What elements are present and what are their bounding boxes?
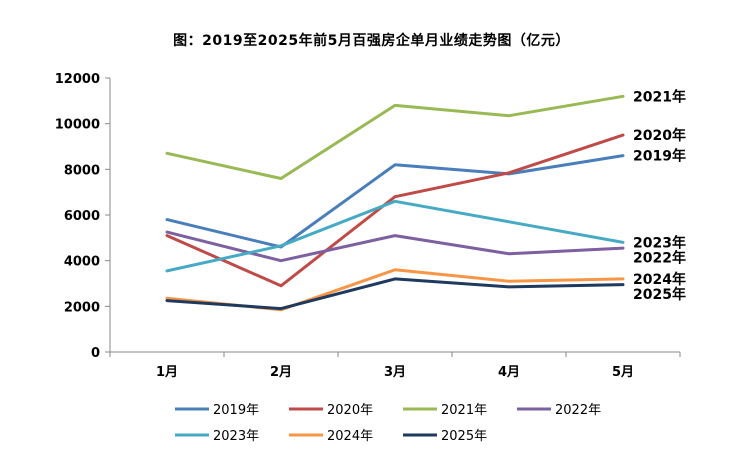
legend-label: 2019年 [213, 403, 259, 418]
series-line-2021年 [165, 94, 625, 180]
legend-label: 2025年 [441, 429, 487, 444]
legend-item: 2022年 [517, 403, 601, 418]
legend-item: 2025年 [403, 429, 487, 444]
y-tick-label: 4000 [64, 255, 100, 270]
series-line-2023年 [165, 199, 625, 273]
legend: 2019年 2020年 2021年 2022年 2023年 2024年 2025年 [175, 403, 601, 444]
legend-item: 2024年 [289, 429, 373, 444]
y-tick-label: 10000 [55, 118, 100, 133]
end-label: 2024年 [633, 271, 686, 288]
x-tick-label: 5月 [612, 365, 634, 380]
legend-item: 2021年 [403, 403, 487, 418]
y-tick-label: 0 [91, 346, 100, 361]
series-line-2022年 [165, 230, 625, 263]
chart-title: 图：2019至2025年前5月百强房企单月业绩走势图（亿元） [173, 33, 570, 49]
legend-item: 2019年 [175, 403, 259, 418]
series-lines [165, 94, 625, 312]
legend-label: 2021年 [441, 403, 487, 418]
legend-item: 2023年 [175, 429, 259, 444]
series-line-2019年 [165, 154, 625, 249]
end-label: 2023年 [633, 234, 686, 251]
legend-label: 2024年 [327, 429, 373, 444]
legend-item: 2020年 [289, 403, 373, 418]
legend-label: 2023年 [213, 429, 259, 444]
y-tick-label: 12000 [55, 72, 100, 87]
end-label: 2021年 [633, 88, 686, 105]
axes: 0 2000 4000 6000 8000 10000 12000 1月 2月 3月 4月 5月 [55, 72, 681, 380]
end-label: 2022年 [633, 249, 686, 266]
legend-label: 2022年 [555, 403, 601, 418]
x-tick-label: 2月 [270, 365, 292, 380]
y-tick-label: 6000 [64, 209, 100, 224]
series-line-2025年 [165, 277, 625, 311]
y-tick-label: 8000 [64, 163, 100, 178]
x-tick-label: 4月 [498, 365, 520, 380]
end-label: 2019年 [633, 148, 686, 165]
end-label: 2025年 [633, 286, 686, 303]
x-tick-label: 3月 [384, 365, 406, 380]
series-line-2024年 [165, 268, 625, 312]
legend-label: 2020年 [327, 403, 373, 418]
end-label: 2020年 [633, 127, 686, 144]
y-tick-label: 2000 [64, 300, 100, 315]
series-line-2020年 [165, 133, 625, 288]
x-tick-label: 1月 [156, 365, 178, 380]
